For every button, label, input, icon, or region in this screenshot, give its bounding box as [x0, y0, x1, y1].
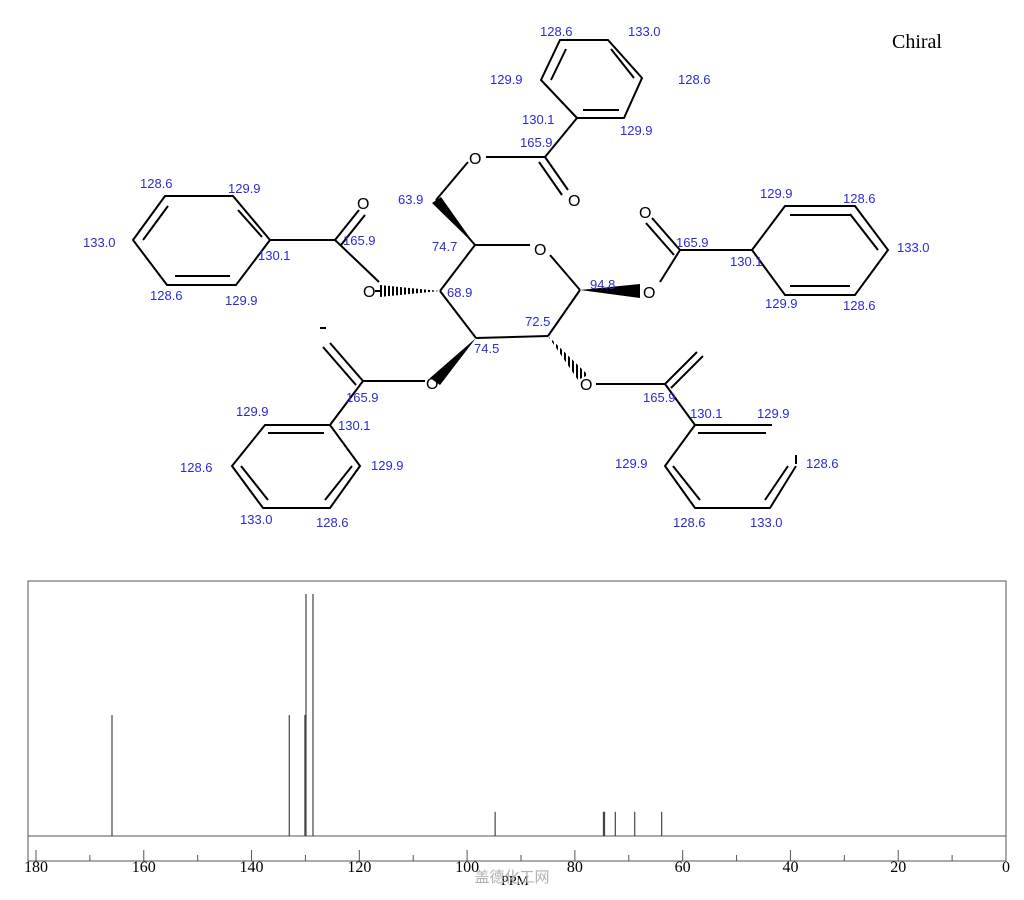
shift-label: 129.9: [760, 186, 793, 201]
shift-label: 72.5: [525, 314, 550, 329]
shift-labels: 128.6 133.0 129.9 128.6 130.1 129.9 165.…: [83, 24, 930, 530]
shift-label: 165.9: [676, 235, 709, 250]
x-tick-label: 0: [1002, 859, 1010, 876]
shift-label: 128.6: [673, 515, 706, 530]
shift-label: 165.9: [346, 390, 379, 405]
shift-label: 165.9: [520, 135, 553, 150]
svg-text:O: O: [639, 205, 651, 222]
shift-label: 129.9: [225, 293, 258, 308]
watermark: 盖德化工网: [474, 868, 549, 886]
shift-label: 128.6: [316, 515, 349, 530]
shift-label: 94.8: [590, 277, 615, 292]
shift-label: 130.1: [522, 112, 555, 127]
nmr-spectrum-chart: 180 160 140 120 100 80 60 40 20 0 PPM 盖德化工网: [24, 580, 1010, 889]
shift-label: 128.6: [678, 72, 711, 87]
x-tick-label: 40: [782, 859, 798, 876]
x-tick-label: 20: [890, 859, 906, 876]
x-tick-label: 120: [347, 859, 371, 876]
shift-label: 128.6: [806, 456, 839, 471]
shift-label: 133.0: [240, 512, 273, 527]
shift-label: 128.6: [540, 24, 573, 39]
x-axis-label: PPM: [501, 874, 530, 889]
plot-frame: [27, 580, 1007, 862]
shift-label: 130.1: [258, 248, 291, 263]
shift-label: 130.1: [730, 254, 763, 269]
x-tick-label: 80: [567, 859, 583, 876]
shift-label: 128.6: [180, 460, 213, 475]
shift-label: 129.9: [620, 123, 653, 138]
svg-text:O: O: [357, 196, 369, 213]
shift-label: 129.9: [615, 456, 648, 471]
shift-label: 129.9: [757, 406, 790, 421]
shift-label: 63.9: [398, 192, 423, 207]
wedge-bond-anomeric: [580, 284, 640, 298]
x-tick-label: 180: [24, 859, 48, 876]
shift-label: 129.9: [228, 181, 261, 196]
x-tick-label: 100: [455, 859, 479, 876]
shift-label: 129.9: [236, 404, 269, 419]
hash-bond-c2: [548, 336, 588, 380]
svg-text:O: O: [568, 193, 580, 210]
x-axis-ticks: 180 160 140 120 100 80 60 40 20 0: [24, 850, 1010, 876]
shift-label: 133.0: [628, 24, 661, 39]
shift-label: 165.9: [343, 233, 376, 248]
chiral-label: Chiral: [892, 31, 942, 53]
bond-lines: [131, 39, 890, 509]
shift-label: 129.9: [765, 296, 798, 311]
svg-text:O: O: [534, 242, 546, 259]
hash-bond-c4: [380, 285, 440, 297]
shift-label: 74.7: [432, 239, 457, 254]
shift-label: 129.9: [490, 72, 523, 87]
shift-label: 128.6: [140, 176, 173, 191]
shift-label: 133.0: [750, 515, 783, 530]
svg-text:O: O: [363, 284, 375, 301]
shift-label: 74.5: [474, 341, 499, 356]
shift-label: 133.0: [897, 240, 930, 255]
svg-text:O: O: [426, 376, 438, 393]
shift-label: 128.6: [843, 191, 876, 206]
shift-label: 165.9: [643, 390, 676, 405]
shift-label: 133.0: [83, 235, 116, 250]
shift-label: 128.6: [150, 288, 183, 303]
shift-label: 130.1: [690, 406, 723, 421]
shift-label: 130.1: [338, 418, 371, 433]
svg-text:O: O: [580, 377, 592, 394]
shift-label: 129.9: [371, 458, 404, 473]
svg-text:O: O: [643, 285, 655, 302]
svg-text:O: O: [469, 151, 481, 168]
oxygen-atoms: O O O O O O O O O: [357, 151, 655, 394]
molecule-structure: Chiral: [83, 24, 942, 530]
x-tick-label: 140: [240, 859, 264, 876]
wedge-bond-c6: [432, 197, 475, 245]
shift-label: 68.9: [447, 285, 472, 300]
shift-label: 128.6: [843, 298, 876, 313]
x-tick-label: 160: [132, 859, 156, 876]
x-tick-label: 60: [675, 859, 691, 876]
wedge-bond-c3: [430, 338, 476, 385]
peak-series: [111, 594, 663, 836]
